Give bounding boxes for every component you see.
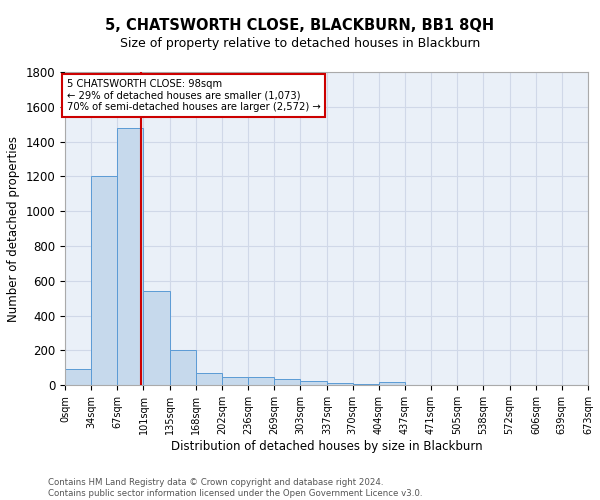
Text: Size of property relative to detached houses in Blackburn: Size of property relative to detached ho… [120, 38, 480, 51]
Y-axis label: Number of detached properties: Number of detached properties [7, 136, 20, 322]
Bar [65, 368, 91, 386]
Bar [327, 382, 353, 386]
Bar [353, 384, 379, 386]
Bar [274, 379, 301, 386]
Bar [301, 381, 327, 386]
Bar [143, 292, 170, 386]
Text: 5 CHATSWORTH CLOSE: 98sqm
← 29% of detached houses are smaller (1,073)
70% of se: 5 CHATSWORTH CLOSE: 98sqm ← 29% of detac… [67, 79, 320, 112]
Bar [91, 176, 117, 386]
Bar [196, 373, 222, 386]
Bar [248, 378, 274, 386]
Bar [170, 350, 196, 386]
Bar [222, 376, 248, 386]
Text: 5, CHATSWORTH CLOSE, BLACKBURN, BB1 8QH: 5, CHATSWORTH CLOSE, BLACKBURN, BB1 8QH [106, 18, 494, 32]
Bar [379, 382, 404, 386]
Bar [117, 128, 143, 386]
X-axis label: Distribution of detached houses by size in Blackburn: Distribution of detached houses by size … [171, 440, 482, 453]
Text: Contains HM Land Registry data © Crown copyright and database right 2024.
Contai: Contains HM Land Registry data © Crown c… [48, 478, 422, 498]
